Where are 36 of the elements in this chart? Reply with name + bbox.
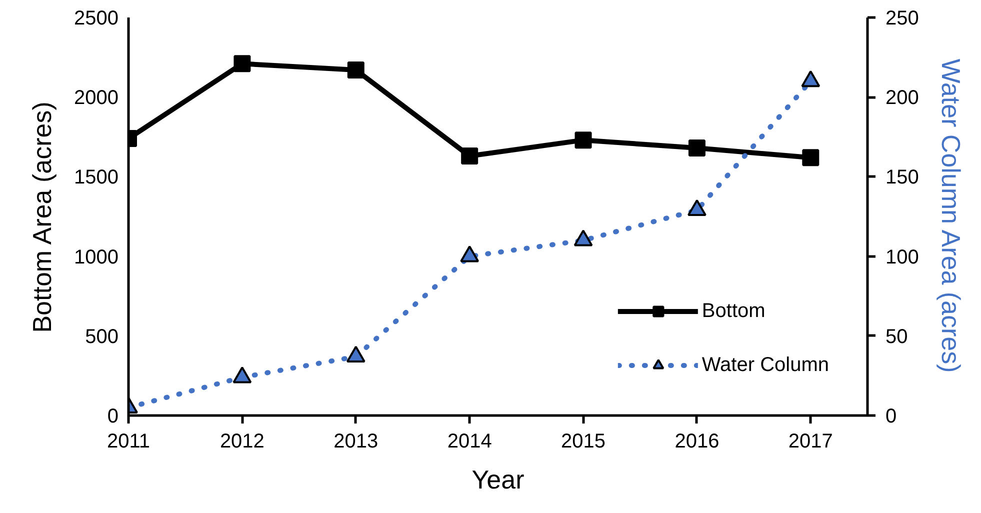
point: [801, 70, 820, 88]
point: [574, 132, 592, 149]
point: [346, 346, 366, 363]
y-tick-label: 500: [85, 326, 119, 348]
point: [234, 55, 251, 72]
point: [461, 148, 478, 165]
y2-tick-label: 50: [886, 326, 908, 348]
y2-tick-label: 150: [886, 166, 919, 189]
y-tick-label: 1000: [74, 246, 119, 268]
point: [232, 366, 252, 384]
y2-tick-label: 0: [886, 406, 897, 428]
x-axis-title: Year: [472, 464, 525, 494]
point: [574, 230, 593, 246]
point: [347, 62, 364, 79]
x-tick-label: 2011: [106, 430, 150, 452]
legend-label: Water Column: [702, 354, 829, 376]
point: [687, 199, 706, 216]
y-tick-label: 2000: [74, 87, 119, 110]
x-tick-label: 2013: [334, 430, 378, 452]
x-tick-label: 2012: [220, 430, 264, 452]
y-tick-label: 2500: [74, 8, 119, 30]
y2-tick-label: 200: [886, 87, 919, 110]
point: [688, 140, 706, 157]
y-axis-title: Bottom Area (acres): [27, 102, 58, 333]
x-tick-label: 2015: [561, 430, 606, 452]
y2-tick-label: 250: [886, 8, 919, 30]
x-tick-label: 2016: [674, 430, 720, 452]
y2-axis-title: Water Column Area (acres): [936, 58, 966, 373]
point: [802, 149, 820, 166]
y2-tick-label: 100: [886, 246, 919, 268]
y-tick-label: 1500: [74, 166, 119, 189]
y-tick-label: 0: [107, 406, 118, 428]
x-tick-label: 2017: [788, 430, 833, 452]
point: [460, 245, 480, 262]
legend-label: Bottom: [702, 300, 766, 322]
x-tick-label: 2014: [447, 430, 492, 452]
